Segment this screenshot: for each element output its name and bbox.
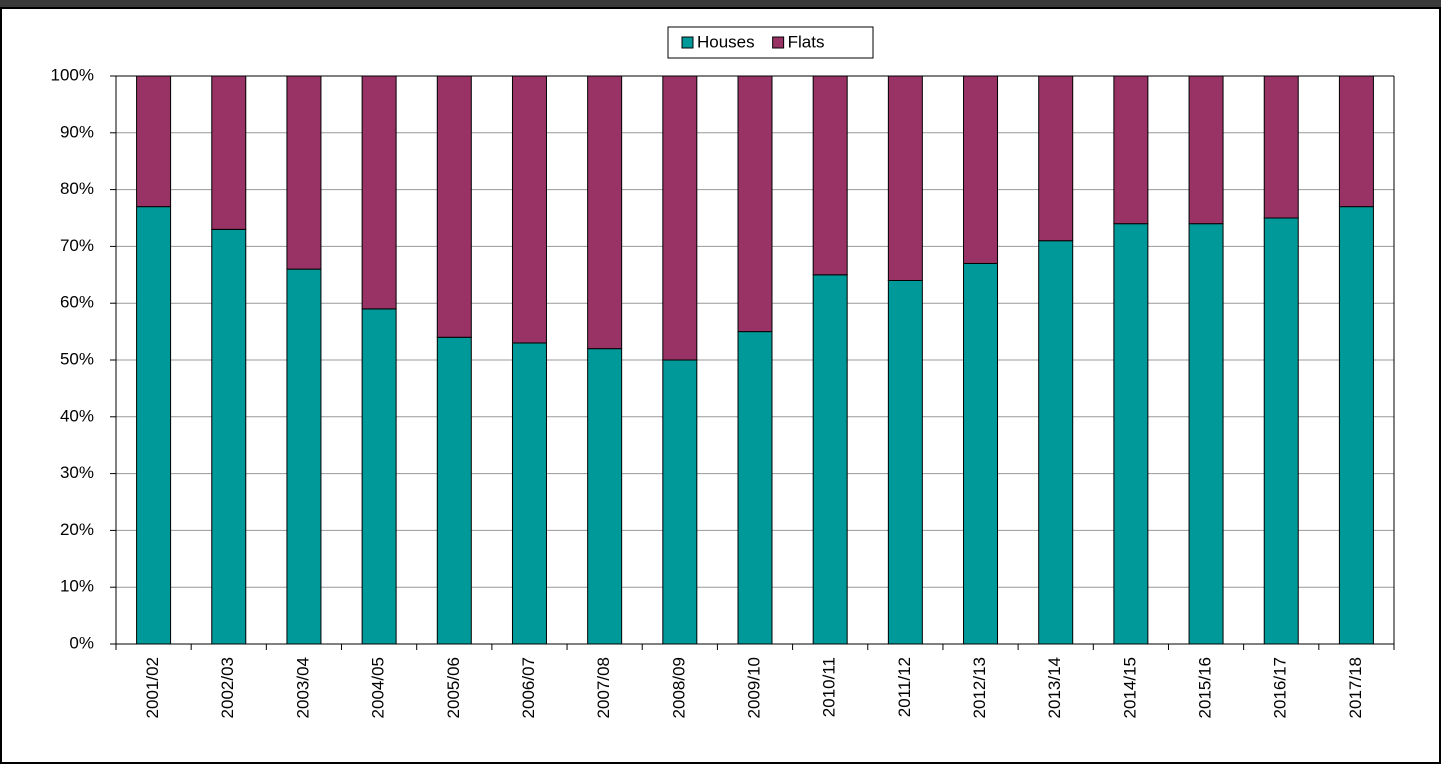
bar-segment (136, 75, 172, 208)
y-tick-label: 70% (60, 236, 94, 255)
x-tick-label: 2012/13 (970, 657, 989, 718)
y-tick-label: 40% (60, 406, 94, 425)
bar-segment (662, 75, 698, 361)
y-tick-label: 60% (60, 293, 94, 312)
bar-segment (737, 331, 773, 645)
y-tick-label: 10% (60, 577, 94, 596)
top-band (0, 0, 1441, 8)
bar-segment (286, 268, 322, 645)
x-tick-label: 2002/03 (218, 657, 237, 718)
bar-segment (361, 308, 397, 645)
x-tick-label: 2005/06 (444, 657, 463, 718)
bar-segment (1263, 217, 1299, 645)
bar-segment (963, 75, 999, 264)
bar-segment (436, 75, 472, 338)
x-tick-label: 2009/10 (744, 657, 763, 718)
bar-segment (211, 75, 247, 230)
legend-label: Houses (697, 32, 755, 51)
x-tick-label: 2013/14 (1045, 657, 1064, 718)
y-tick-label: 30% (60, 463, 94, 482)
bar-segment (1038, 75, 1074, 242)
bar-segment (662, 359, 698, 645)
bar-segment (1038, 240, 1074, 645)
x-tick-label: 2001/02 (143, 657, 162, 718)
bar-segment (511, 342, 547, 645)
bar-segment (1188, 75, 1224, 225)
x-tick-label: 2014/15 (1120, 657, 1139, 718)
bar-segment (587, 75, 623, 350)
bar-segment (286, 75, 322, 270)
bar-segment (1263, 75, 1299, 219)
bar-segment (1338, 75, 1374, 208)
bar-segment (812, 75, 848, 276)
bar-segment (1113, 75, 1149, 225)
bar-segment (436, 336, 472, 645)
y-tick-label: 90% (60, 122, 94, 141)
x-tick-label: 2006/07 (519, 657, 538, 718)
x-tick-label: 2011/12 (895, 657, 914, 717)
y-tick-label: 80% (60, 179, 94, 198)
x-tick-label: 2008/09 (669, 657, 688, 718)
y-tick-label: 20% (60, 520, 94, 539)
bar-segment (737, 75, 773, 333)
y-tick-label: 50% (60, 349, 94, 368)
x-tick-label: 2016/17 (1271, 657, 1290, 718)
bar-segment (211, 228, 247, 645)
bar-segment (511, 75, 547, 344)
bar-segment (812, 274, 848, 645)
bar-segment (136, 206, 172, 645)
x-tick-label: 2010/11 (820, 657, 839, 717)
x-tick-label: 2017/18 (1346, 657, 1365, 718)
bar-segment (963, 262, 999, 645)
y-tick-label: 0% (69, 633, 94, 652)
bar-segment (887, 75, 923, 281)
x-tick-label: 2007/08 (594, 657, 613, 718)
bar-segment (361, 75, 397, 310)
y-tick-label: 100% (51, 65, 94, 84)
legend-box (667, 26, 874, 59)
bar-segment (1113, 223, 1149, 645)
bar-segment (887, 279, 923, 645)
bar-segment (587, 348, 623, 645)
x-tick-label: 2004/05 (369, 657, 388, 718)
legend-swatch (681, 36, 694, 49)
legend-swatch (772, 36, 785, 49)
bar-segment (1338, 206, 1374, 645)
x-tick-label: 2003/04 (293, 657, 312, 718)
legend-label: Flats (788, 32, 825, 51)
bar-segment (1188, 223, 1224, 645)
x-tick-label: 2015/16 (1196, 657, 1215, 718)
